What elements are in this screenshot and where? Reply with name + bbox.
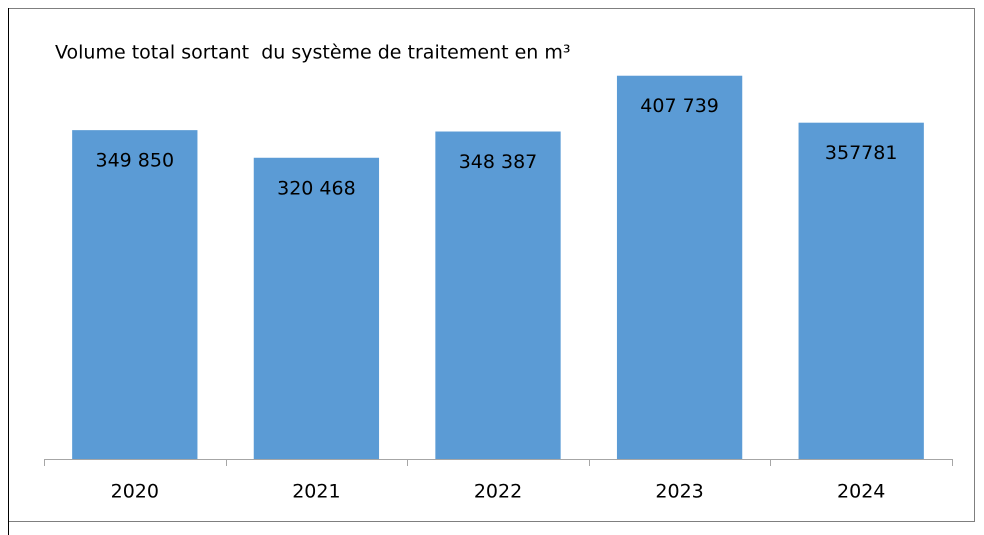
bar (616, 75, 743, 459)
chart-title: Volume total sortant du système de trait… (55, 42, 571, 64)
data-label: 357781 (825, 142, 898, 164)
x-tick-label: 2020 (111, 481, 159, 503)
data-label: 320 468 (277, 177, 356, 199)
data-label: 407 739 (640, 95, 719, 117)
x-tick-label: 2022 (474, 481, 522, 503)
x-tick-label: 2021 (292, 481, 340, 503)
data-label: 349 850 (96, 150, 175, 172)
x-tick-label: 2024 (837, 481, 885, 503)
bar (798, 122, 924, 460)
bar (253, 157, 380, 460)
bar (72, 130, 198, 460)
bar (435, 131, 561, 459)
x-tick-label: 2023 (655, 481, 703, 503)
data-label: 348 387 (459, 151, 538, 173)
